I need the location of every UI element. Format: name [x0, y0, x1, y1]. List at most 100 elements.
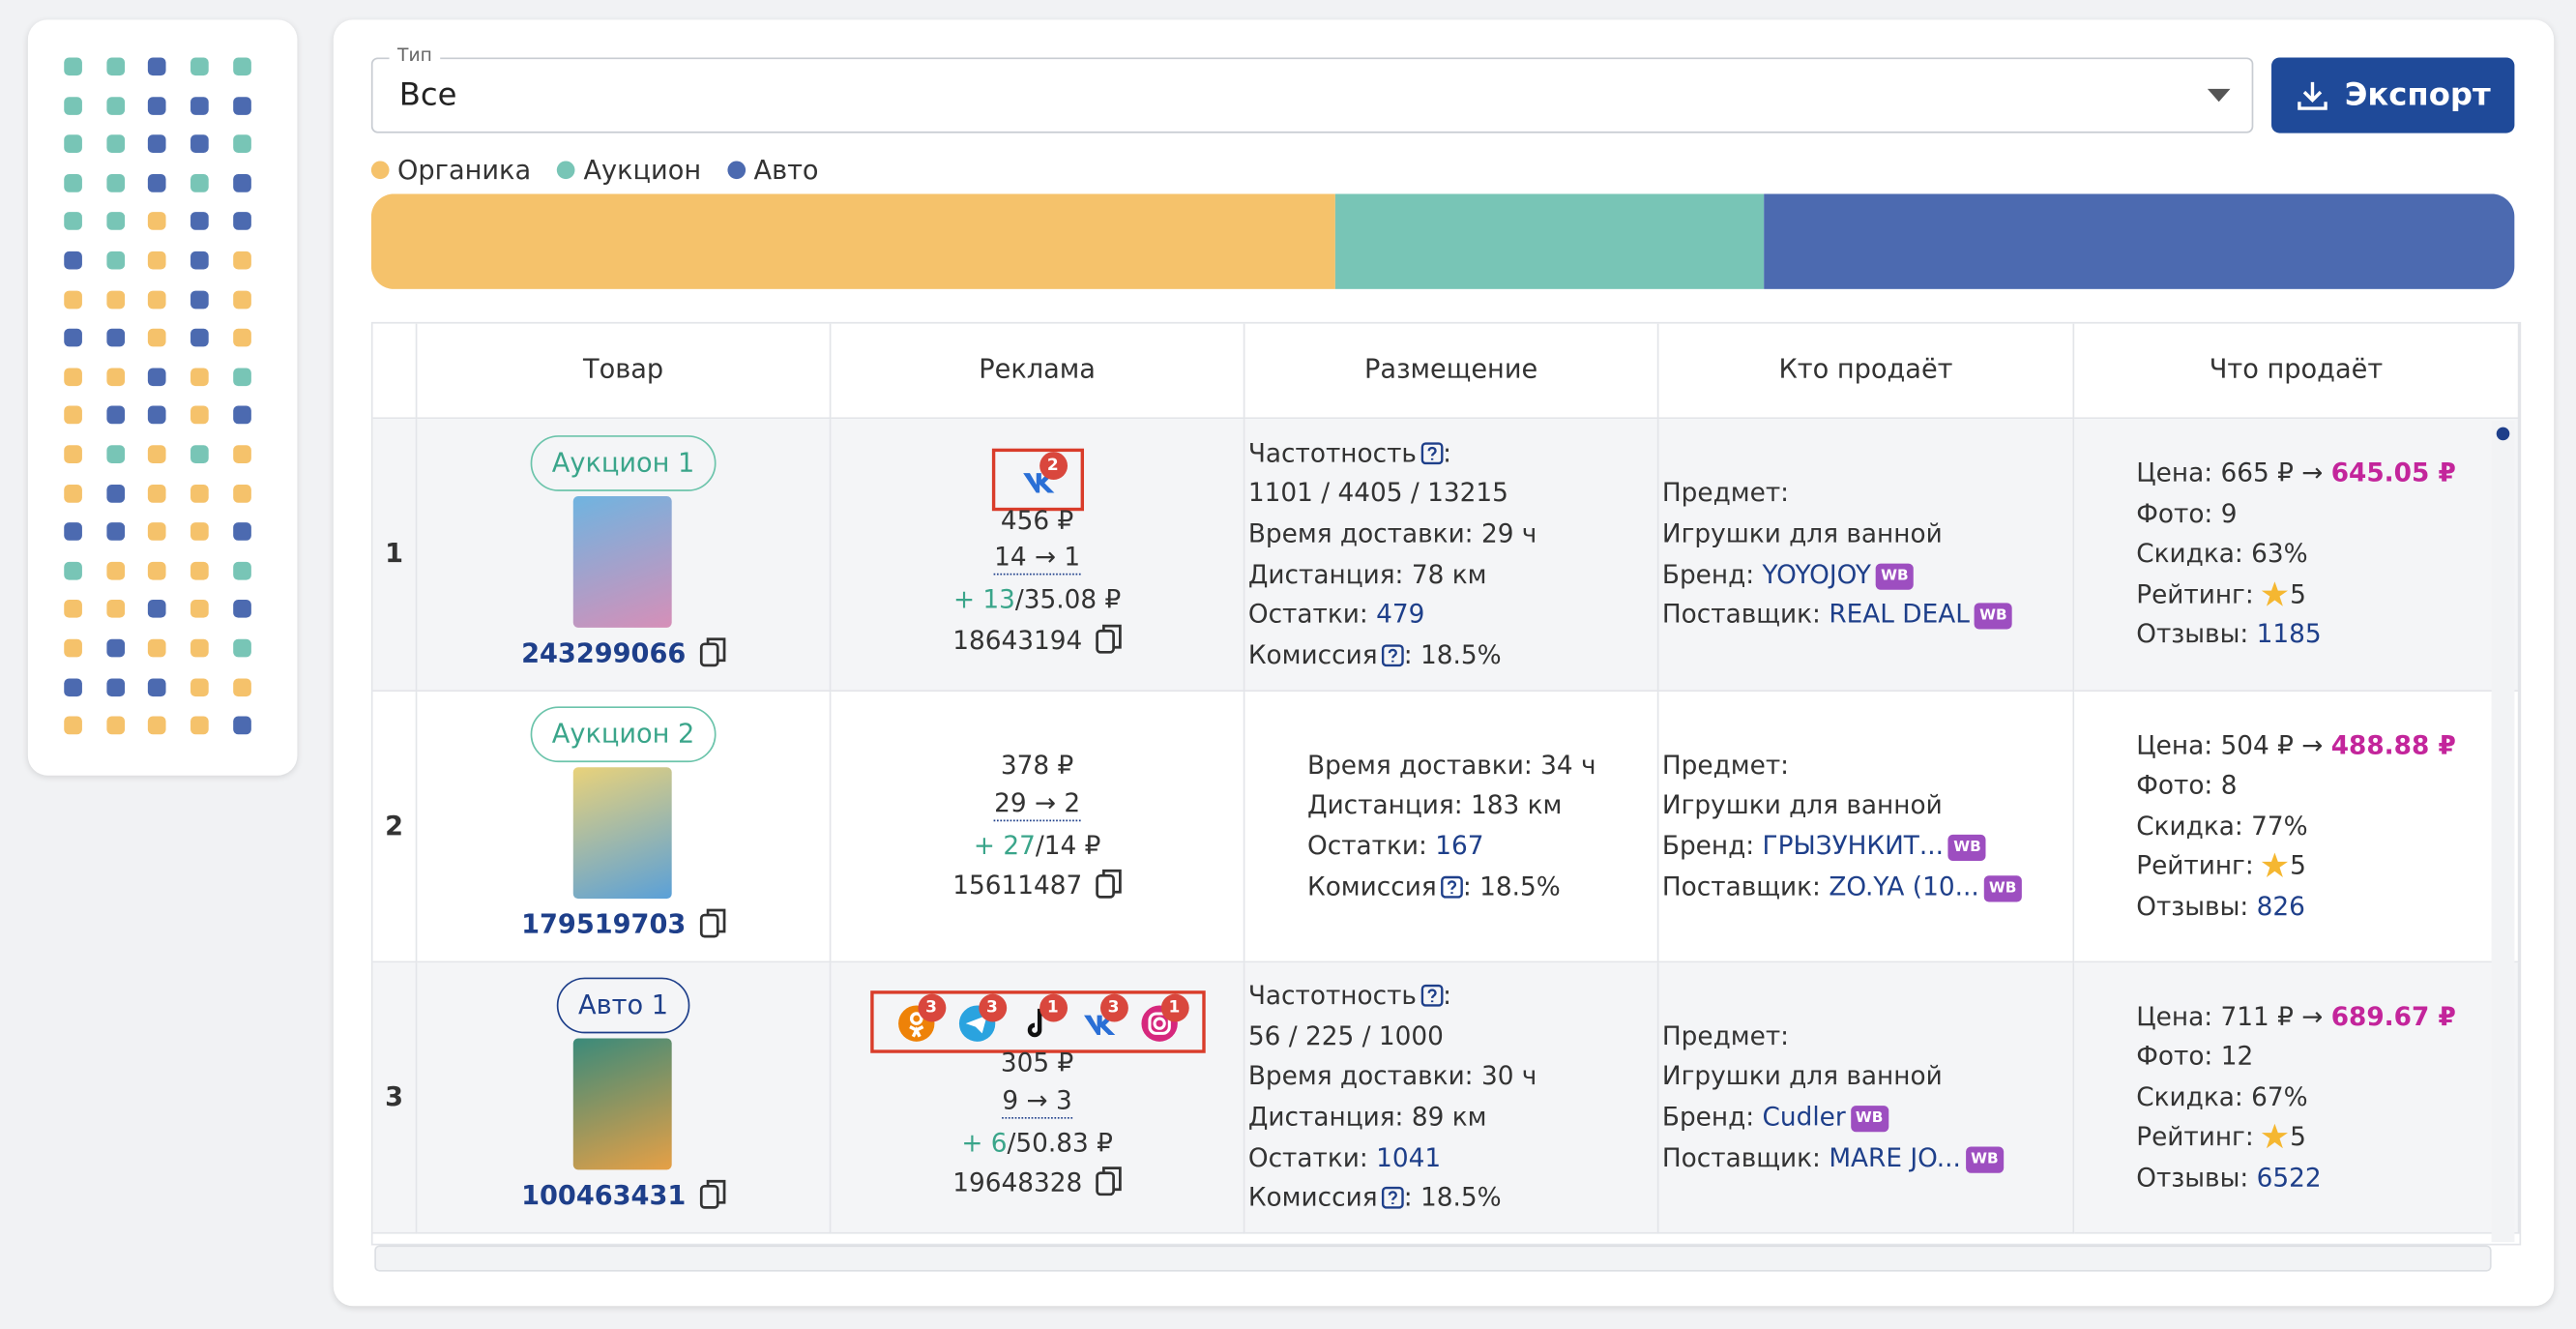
stock: Остатки: 167: [1307, 826, 1484, 867]
product-id-part: 179519703: [521, 908, 687, 940]
help-mark: [1388, 648, 1397, 662]
subject: Игрушки для ванной: [1661, 1061, 1943, 1092]
distance-part: Дистанция:: [1247, 559, 1404, 589]
dot: [232, 173, 251, 192]
ad-network[interactable]: 2: [1017, 451, 1068, 501]
table-cell: 3: [372, 962, 418, 1234]
table-cell: Предмет: Игрушки для ванной Бренд: YOYOJOY…: [1658, 419, 2075, 693]
legend-label: Авто: [753, 154, 819, 186]
dot: [148, 406, 167, 425]
brand: Бренд: Cudler WB: [1662, 1098, 1888, 1138]
ad-network[interactable]: 3: [896, 993, 946, 1044]
dot: [64, 329, 82, 347]
frequency: 1101 / 4405 / 13215: [1247, 478, 1508, 509]
price-part: →: [2301, 458, 2324, 488]
price: Цена: 504 ₽ → 488.88 ₽: [2136, 725, 2456, 766]
discount-part: Скидка:: [2136, 811, 2243, 842]
delivery-part: 34 ч: [1540, 750, 1596, 781]
help-box: [1440, 875, 1463, 898]
ad-network[interactable]: 1: [1017, 993, 1068, 1044]
dot: [190, 289, 209, 309]
header-cell: Реклама: [831, 323, 1245, 420]
goods: Цена: 665 ₽ → 645.05 ₽ Фото: 9 Скидка: 63%…: [2136, 454, 2456, 656]
growth-part: + 13: [952, 585, 1015, 615]
ad-id: 18643194: [952, 621, 1122, 662]
dot: [148, 600, 167, 619]
price-part: 711 ₽: [2220, 1001, 2294, 1031]
dot: [64, 522, 82, 542]
badge[interactable]: Авто 1: [556, 977, 690, 1034]
commission: Комиссия: 18.5%: [1307, 867, 1561, 907]
growth: + 13/35.08 ₽: [953, 580, 1121, 621]
dot: [190, 522, 209, 542]
copy-icon: [1096, 1167, 1122, 1196]
h-scrollbar[interactable]: [374, 1245, 2492, 1272]
table-cell: Предмет: Игрушки для ванной Бренд: ГРЫЗУНК…: [1658, 692, 2075, 963]
ad-price: 305 ₽: [1000, 1048, 1074, 1078]
brand: Бренд: ГРЫЗУНКИТ... WB: [1662, 826, 1986, 867]
scroll-thumb[interactable]: [2496, 427, 2510, 441]
dot: [105, 57, 125, 76]
supplier-part: MARE JO...: [1829, 1142, 1961, 1173]
ad-count: 1: [1039, 993, 1068, 1022]
dot: [148, 445, 167, 463]
delivery-part: Время доставки:: [1247, 1061, 1474, 1092]
ad-network[interactable]: 3: [956, 993, 1007, 1044]
ad-price: 378 ₽: [1000, 751, 1074, 781]
dot: [232, 638, 251, 658]
discount-part: 63%: [2251, 539, 2308, 570]
star-shape: [2262, 1124, 2289, 1149]
discount-part: Скидка:: [2136, 1081, 2243, 1112]
download-icon: [2297, 81, 2327, 110]
dot: [232, 406, 251, 425]
table-cell: 2 456 ₽ 14 → 1 + 13/35.08 ₽ 18643194: [831, 419, 1245, 693]
ad-count: 3: [1099, 993, 1128, 1022]
badge[interactable]: Аукцион 1: [530, 434, 717, 491]
dot: [232, 561, 251, 580]
legend-item: Аукцион: [557, 155, 701, 186]
export-button[interactable]: Экспорт: [2271, 57, 2515, 133]
type-select[interactable]: Тип Все: [370, 44, 2254, 133]
table: Товар Реклама Размещение Кто продаёт Что про…: [370, 321, 2522, 1246]
subject-label: Предмет:: [1661, 478, 1790, 509]
dot: [190, 329, 209, 347]
stock-part: Остатки:: [1307, 831, 1427, 862]
dot: [64, 289, 82, 309]
copy-icon: [1096, 870, 1122, 900]
table-cell: Цена: 504 ₽ → 488.88 ₽ Фото: 8 Скидка: 77%…: [2074, 692, 2520, 963]
growth: + 6/50.83 ₽: [961, 1123, 1113, 1164]
v-scrollbar[interactable]: [2491, 420, 2515, 1243]
photo: Фото: 12: [2136, 1037, 2253, 1078]
help-box: [1420, 985, 1443, 1008]
subject: Игрушки для ванной: [1661, 790, 1943, 821]
product: Авто 1 100463431: [521, 977, 725, 1217]
dot: [64, 57, 82, 76]
dot: [148, 134, 167, 154]
ig-shape: [1152, 1017, 1165, 1030]
price: Цена: 665 ₽ → 645.05 ₽: [2136, 454, 2456, 494]
ad-network[interactable]: 3: [1078, 993, 1128, 1044]
ad-network[interactable]: 1: [1139, 993, 1188, 1044]
photo-part: Фото:: [2136, 498, 2213, 529]
ad-count: 2: [1039, 451, 1068, 480]
reviews-part: Отзывы:: [2136, 892, 2249, 922]
product-image: [573, 1038, 673, 1170]
price-part: →: [2301, 1001, 2324, 1031]
brand-part: ГРЫЗУНКИТ...: [1762, 831, 1945, 862]
export-label: Экспорт: [2344, 76, 2491, 114]
discount-part: 77%: [2251, 811, 2308, 842]
ad-count: 3: [917, 993, 946, 1022]
ad-price: 456 ₽: [1000, 505, 1074, 536]
dot: [232, 600, 251, 619]
dot: [190, 638, 209, 658]
dot: [190, 445, 209, 463]
dot: [64, 406, 82, 425]
ok-shape: [908, 1025, 923, 1038]
commission-part: Комиссия: [1247, 1183, 1378, 1213]
badge[interactable]: Аукцион 2: [530, 706, 717, 763]
brand-part: Бренд:: [1661, 831, 1755, 862]
header-label: Реклама: [979, 353, 1096, 385]
star-icon: [2262, 580, 2289, 606]
dot: [105, 368, 125, 386]
